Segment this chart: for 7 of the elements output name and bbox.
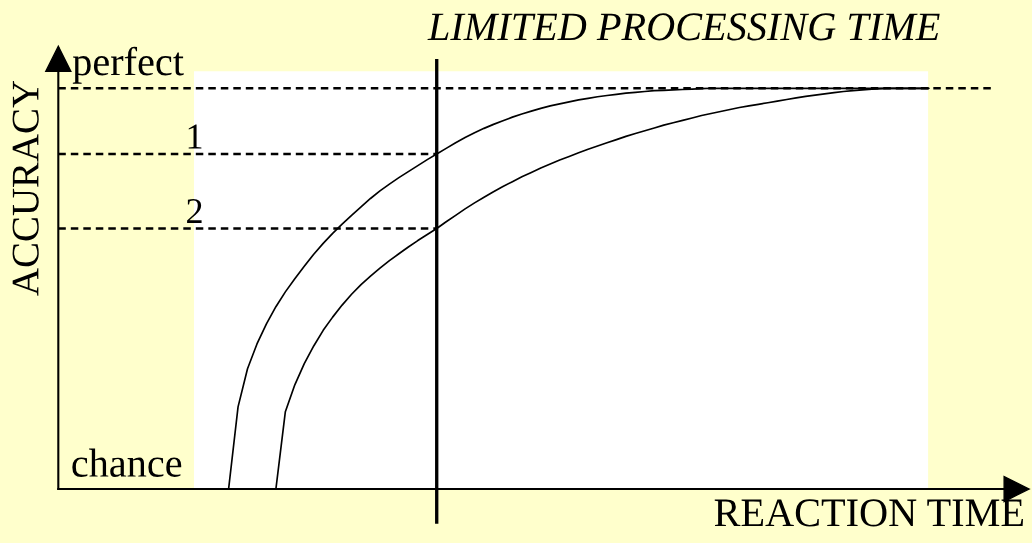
annotation: chance (72, 448, 182, 477)
y-axis-title: ACCURACY (12, 80, 39, 296)
series-label: 2 (187, 199, 202, 223)
x-axis-title: REACTION TIME (714, 499, 1023, 527)
series-label: 1 (188, 124, 202, 149)
text: LIMITED PROCESSING TIME (427, 13, 940, 41)
annotation: perfect (72, 46, 184, 84)
